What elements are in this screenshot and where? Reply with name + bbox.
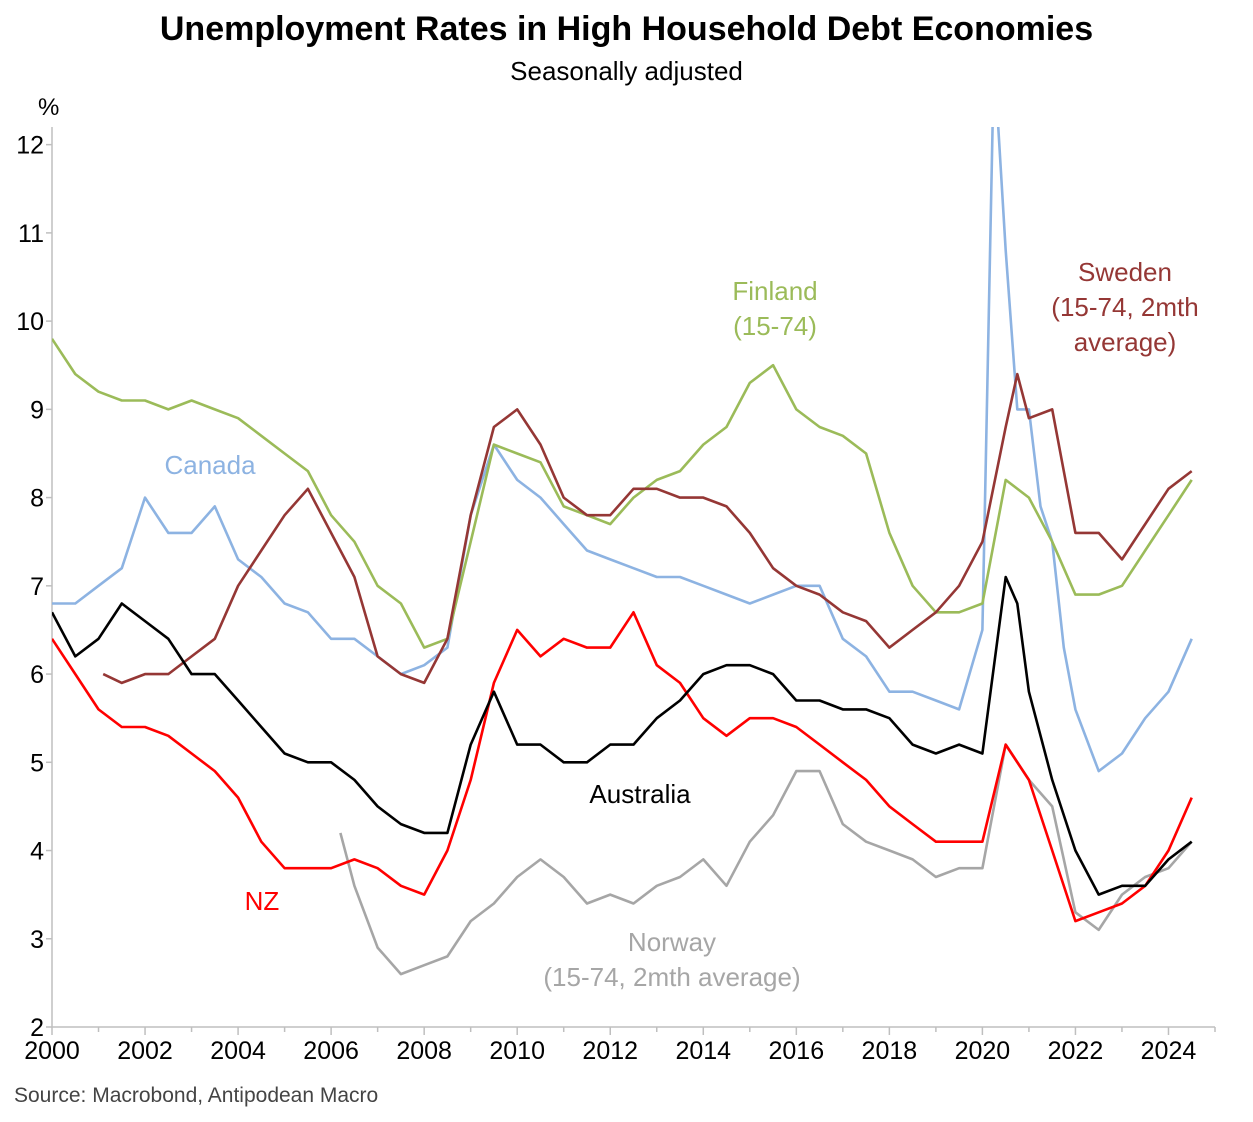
series-line-sweden <box>102 372 1193 685</box>
x-tick-label: 2006 <box>303 1037 359 1065</box>
x-tick-label: 2020 <box>955 1037 1011 1065</box>
axes: 2 3 4 5 6 7 8 9 10 11 12 2000 2002 2004 2006 2008 2010 20… <box>16 127 1216 1065</box>
series-line-finland <box>52 338 1193 649</box>
x-tick-label: 2012 <box>582 1037 638 1065</box>
x-tick-label: 2016 <box>769 1037 825 1065</box>
y-tick-label: 3 <box>30 926 44 954</box>
series-label-finland: Finland (15-74) <box>732 276 817 341</box>
y-tick-label: 2 <box>30 1014 44 1042</box>
series-label-line: Sweden <box>1078 257 1172 287</box>
y-tick-label: 5 <box>30 749 44 777</box>
series-label-line: NZ <box>245 886 280 916</box>
y-tick-label: 12 <box>16 132 44 160</box>
series-label-line: Norway <box>628 927 716 957</box>
y-tick-label: 9 <box>30 396 44 424</box>
x-tick-label: 2008 <box>396 1037 452 1065</box>
x-tick-label: 2018 <box>862 1037 918 1065</box>
source-note: Source: Macrobond, Antipodean Macro <box>14 1084 379 1107</box>
series-line-canada <box>52 127 1193 773</box>
y-axis-unit: % <box>38 94 60 121</box>
chart-subtitle: Seasonally adjusted <box>510 56 743 86</box>
x-tick-label: 2002 <box>117 1037 173 1065</box>
series-label-norway: Norway (15-74, 2mth average) <box>543 927 800 992</box>
series-label-canada: Canada <box>164 450 256 480</box>
y-tick-label: 11 <box>18 220 44 248</box>
series-label-line: (15-74) <box>733 311 817 341</box>
series-line-australia <box>52 575 1193 896</box>
chart-title: Unemployment Rates in High Household Deb… <box>159 10 1094 48</box>
series-lines <box>52 127 1193 976</box>
series-label-line: (15-74, 2mth average) <box>543 962 800 992</box>
series-label-australia: Australia <box>589 779 691 809</box>
series-label-line: Finland <box>732 276 817 306</box>
series-label-line: average) <box>1074 327 1177 357</box>
series-label-nz: NZ <box>245 886 280 916</box>
y-tick-label: 8 <box>30 485 44 513</box>
x-tick-label: 2004 <box>210 1037 266 1065</box>
y-tick-label: 4 <box>30 838 44 866</box>
x-tick-label: 2022 <box>1048 1037 1104 1065</box>
y-tick-label: 7 <box>30 573 44 601</box>
x-tick-label: 2024 <box>1141 1037 1197 1065</box>
y-tick-label: 6 <box>30 661 44 689</box>
x-tick-label: 2014 <box>675 1037 731 1065</box>
series-label-line: Canada <box>164 450 256 480</box>
y-tick-label: 10 <box>16 308 44 336</box>
series-line-norway <box>339 743 1193 976</box>
series-label-sweden: Sweden (15-74, 2mth average) <box>1051 257 1198 357</box>
series-labels: Canada Finland (15-74) Sweden (15-74, 2mth av… <box>164 257 1198 992</box>
x-tick-label: 2000 <box>24 1037 80 1065</box>
series-label-line: Australia <box>589 779 691 809</box>
x-tick-label: 2010 <box>489 1037 545 1065</box>
series-line-nz <box>52 611 1193 923</box>
series-label-line: (15-74, 2mth <box>1051 292 1198 322</box>
